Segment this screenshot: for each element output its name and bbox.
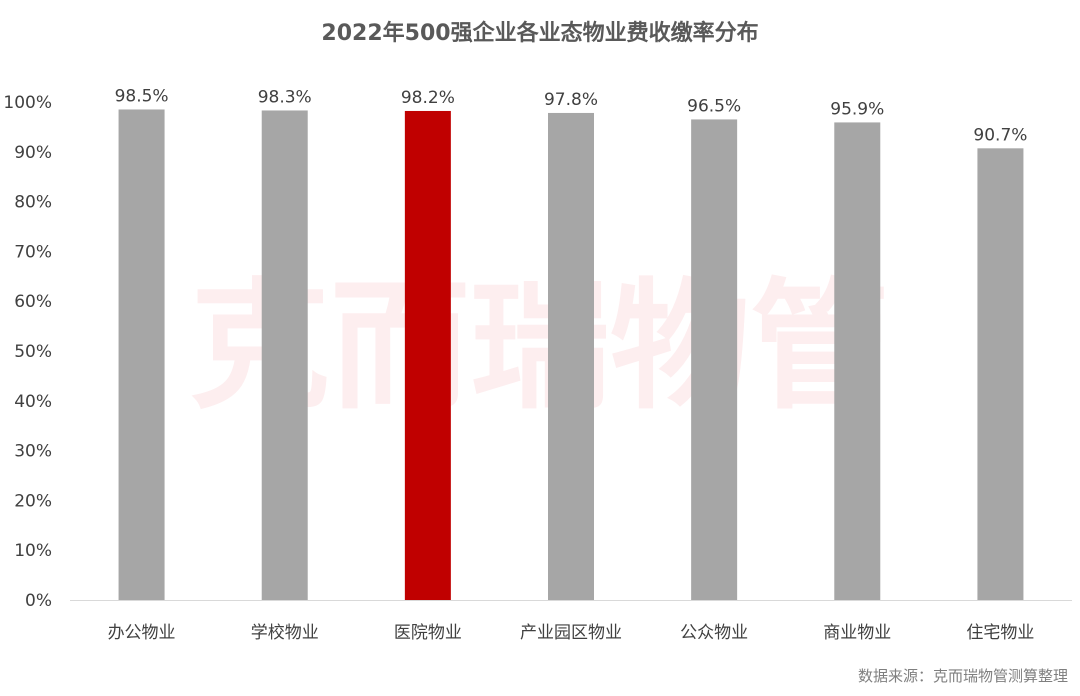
y-tick-label: 40% bbox=[14, 392, 52, 412]
y-tick-label: 10% bbox=[14, 541, 52, 561]
x-category-label: 商业物业 bbox=[823, 623, 891, 643]
bar-5 bbox=[691, 119, 738, 601]
y-tick-label: 60% bbox=[14, 292, 52, 312]
bar-2 bbox=[261, 110, 308, 600]
chart-title: 2022年500强企业各业态物业费收缴率分布 bbox=[321, 20, 758, 46]
bar-4 bbox=[548, 112, 594, 601]
bar-7 bbox=[977, 148, 1024, 600]
x-category-label: 产业园区物业 bbox=[520, 623, 622, 643]
bar-1 bbox=[118, 109, 165, 600]
data-label: 96.5% bbox=[687, 96, 741, 116]
x-category-label: 办公物业 bbox=[108, 623, 176, 643]
data-labels-group: 98.5% 98.3% 98.2% 97.8% 96.5% 95.9% 90.7% bbox=[115, 86, 1028, 145]
y-tick-label: 50% bbox=[14, 342, 52, 362]
y-tick-label: 90% bbox=[14, 143, 52, 163]
data-label: 90.7% bbox=[973, 125, 1027, 145]
x-category-label: 医院物业 bbox=[394, 623, 462, 643]
bar-6 bbox=[834, 122, 881, 600]
y-tick-label: 20% bbox=[14, 491, 52, 511]
y-tick-label: 30% bbox=[14, 442, 52, 462]
y-tick-label: 100% bbox=[3, 93, 52, 113]
y-tick-label: 0% bbox=[25, 591, 52, 611]
y-tick-label: 70% bbox=[14, 242, 52, 262]
source-note: 数据来源：克而瑞物管测算整理 bbox=[858, 667, 1068, 685]
x-category-label: 学校物业 bbox=[251, 623, 319, 643]
y-tick-label: 80% bbox=[14, 193, 52, 213]
category-labels-group: 办公物业 学校物业 医院物业 产业园区物业 公众物业 商业物业 住宅物业 bbox=[108, 623, 1035, 643]
data-label: 98.2% bbox=[401, 88, 455, 108]
data-label: 97.8% bbox=[544, 90, 598, 110]
data-label: 98.3% bbox=[258, 87, 312, 107]
bars-group bbox=[118, 109, 1024, 601]
y-axis: 0% 10% 20% 30% 40% 50% 60% 70% 80% 90% 100% bbox=[3, 93, 52, 611]
data-label: 98.5% bbox=[115, 86, 169, 106]
x-category-label: 住宅物业 bbox=[966, 623, 1034, 643]
data-label: 95.9% bbox=[830, 99, 884, 119]
x-category-label: 公众物业 bbox=[680, 623, 748, 643]
bar-3 bbox=[404, 110, 451, 601]
